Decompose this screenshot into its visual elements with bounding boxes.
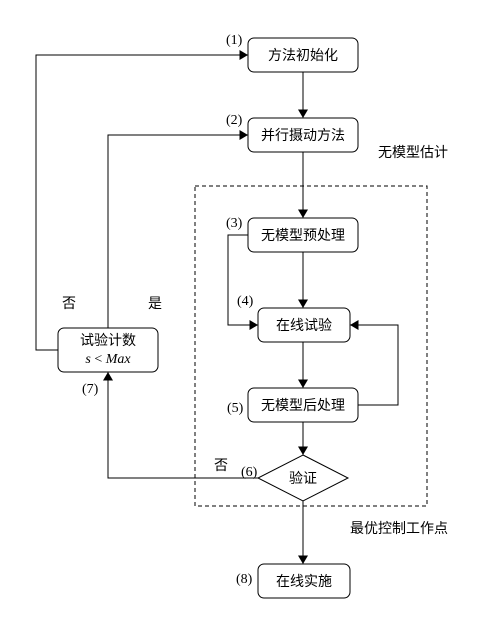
arrowhead: [298, 210, 308, 219]
arrowhead: [298, 380, 308, 389]
label-footer_note: 最优控制工作点: [350, 521, 448, 537]
arrowhead: [298, 110, 308, 119]
node-label-n8: 在线实施: [276, 574, 332, 590]
label-step2: (2): [226, 113, 243, 128]
arrowhead: [103, 372, 113, 381]
arrowhead: [240, 50, 249, 60]
arrowhead: [298, 300, 308, 309]
node-label-n7-line2: s < Max: [85, 352, 131, 367]
label-no_left: 否: [62, 297, 76, 312]
label-step5: (5): [227, 401, 244, 416]
arrowhead: [240, 130, 249, 140]
arrowhead: [350, 320, 359, 330]
node-label-n2: 并行摄动方法: [261, 128, 345, 144]
label-step1: (1): [226, 33, 243, 48]
edge-e6_7_no: [108, 372, 258, 478]
node-label-n4: 在线试验: [276, 318, 332, 334]
node-label-n6: 验证: [289, 471, 317, 487]
node-label-n1: 方法初始化: [268, 47, 338, 64]
node-label-n5: 无模型后处理: [261, 398, 345, 414]
node-label-n7-line1: 试验计数: [80, 333, 136, 349]
label-no_bottom: 否: [214, 459, 228, 474]
label-step6: (6): [241, 465, 258, 480]
label-yes: 是: [148, 297, 162, 312]
label-step3: (3): [226, 216, 243, 231]
label-step7: (7): [82, 382, 99, 397]
label-step8: (8): [236, 572, 253, 587]
edge-e7_2_yes: [108, 135, 248, 328]
arrowhead: [298, 556, 308, 565]
arrowhead: [250, 320, 259, 330]
arrowhead: [298, 447, 308, 456]
label-step4: (4): [237, 294, 254, 309]
node-label-n3: 无模型预处理: [261, 228, 345, 244]
label-region_title: 无模型估计: [378, 145, 448, 161]
